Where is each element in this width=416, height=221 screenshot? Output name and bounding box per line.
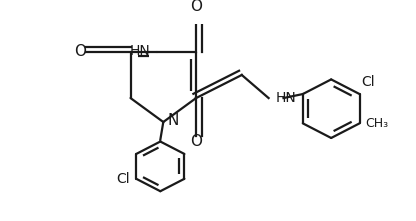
Text: O: O [190,134,202,149]
Text: O: O [190,0,202,14]
Text: CH₃: CH₃ [366,117,389,130]
Text: Cl: Cl [362,75,375,89]
Text: HN: HN [130,44,151,58]
Text: O: O [74,44,86,59]
Text: HN: HN [275,91,296,105]
Text: N: N [167,113,178,128]
Text: Cl: Cl [116,172,130,186]
